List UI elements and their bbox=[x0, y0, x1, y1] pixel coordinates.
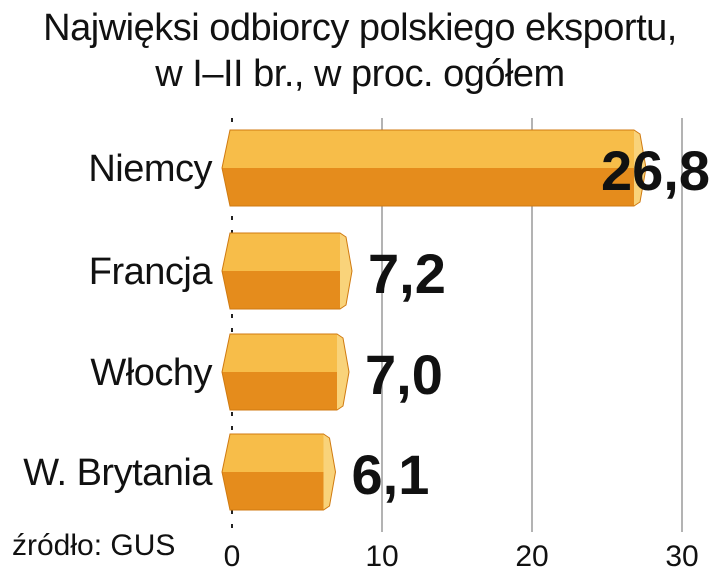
category-label: W. Brytania bbox=[23, 452, 213, 494]
value-label: 6,1 bbox=[352, 443, 430, 506]
bar bbox=[221, 129, 647, 207]
source-note: źródło: GUS bbox=[12, 529, 176, 562]
x-tick-label: 10 bbox=[365, 540, 398, 573]
x-tick-label: 0 bbox=[224, 540, 241, 573]
value-label: 7,0 bbox=[365, 343, 443, 406]
category-label: Włochy bbox=[90, 352, 212, 394]
value-label: 7,2 bbox=[368, 242, 446, 305]
bar bbox=[221, 232, 353, 310]
chart-title-line-2: w I–II br., w proc. ogółem bbox=[155, 53, 565, 95]
bar bbox=[221, 433, 337, 511]
chart-title-line-1: Najwięksi odbiorcy polskiego eksportu, bbox=[43, 7, 677, 49]
bar bbox=[221, 333, 350, 411]
x-tick-label: 30 bbox=[665, 540, 698, 573]
category-label: Francja bbox=[89, 251, 214, 293]
category-label: Niemcy bbox=[88, 148, 212, 190]
x-tick-label: 20 bbox=[515, 540, 548, 573]
value-label: 26,8 bbox=[601, 139, 710, 202]
